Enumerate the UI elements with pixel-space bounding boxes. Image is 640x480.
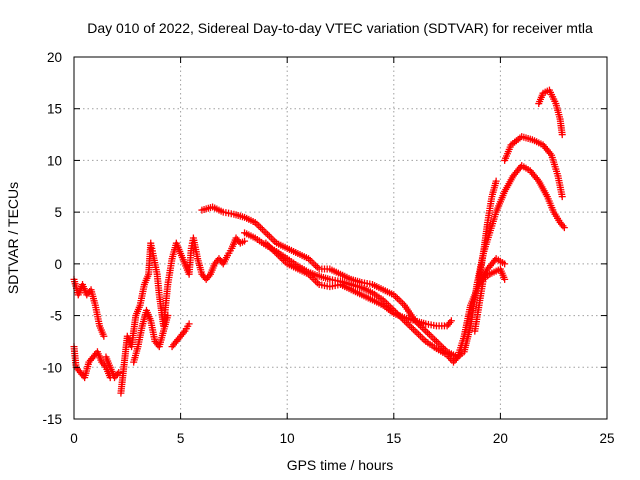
y-tick-label: 5	[54, 205, 62, 220]
y-tick-label: 20	[47, 50, 62, 65]
sat-j-point	[501, 275, 509, 283]
y-tick-label: -10	[42, 360, 62, 375]
data-points	[70, 86, 568, 397]
y-tick-label: -15	[42, 412, 62, 427]
sat-e-point	[164, 312, 172, 320]
x-tick-label: 15	[386, 431, 401, 446]
x-tick-label: 5	[177, 431, 185, 446]
sat-h-point	[501, 260, 509, 268]
chart-title: Day 010 of 2022, Sidereal Day-to-day VTE…	[87, 20, 593, 36]
x-tick-label: 25	[599, 431, 614, 446]
sat-g-point	[560, 224, 568, 232]
x-axis-label: GPS time / hours	[287, 457, 394, 473]
y-tick-label: 10	[47, 153, 62, 168]
grid-lines	[74, 57, 607, 419]
sat-a-point	[100, 332, 108, 340]
y-tick-label: 0	[54, 257, 62, 272]
x-tick-label: 0	[70, 431, 78, 446]
sat-i-point	[447, 317, 455, 325]
y-tick-label: -5	[50, 309, 62, 324]
sat-k-point	[492, 177, 500, 185]
sat-l-point	[558, 193, 566, 201]
sat-m-point	[558, 131, 566, 139]
y-tick-label: 15	[47, 102, 62, 117]
x-tick-label: 20	[493, 431, 508, 446]
sat-f-point	[185, 320, 193, 328]
plot-frame	[73, 56, 608, 420]
sat-c-point	[115, 368, 123, 376]
y-axis-label: SDTVAR / TECUs	[5, 182, 21, 294]
axis-ticks: 0 5 10 15 20 25 -15 -10 -5 0 5 10 15 20	[42, 50, 614, 446]
sat-d-point	[241, 237, 249, 245]
x-tick-label: 10	[280, 431, 295, 446]
